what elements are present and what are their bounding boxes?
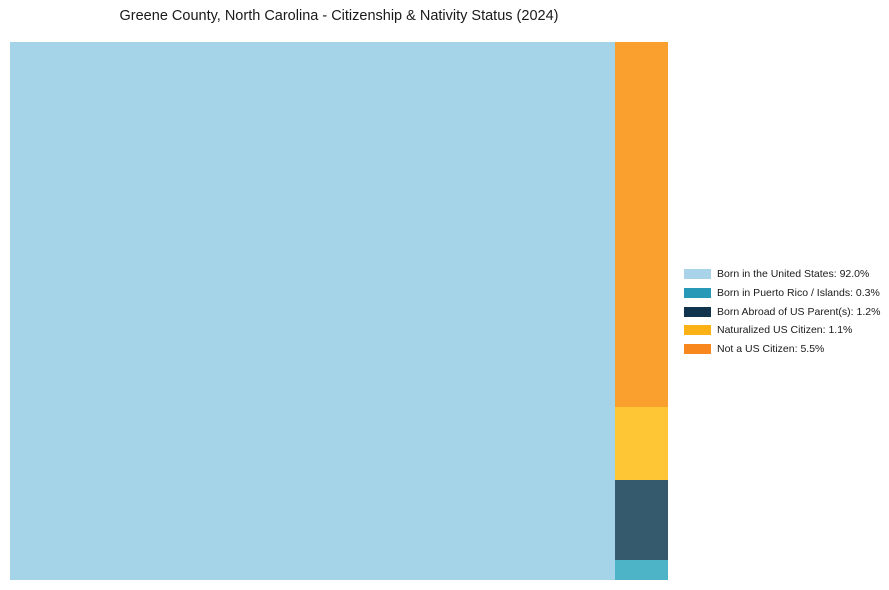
legend-item: Naturalized US Citizen: 1.1% (684, 321, 880, 340)
legend-swatch-naturalized-citizen (684, 325, 711, 336)
legend-swatch-born-abroad (684, 306, 711, 317)
legend-swatch-puerto-rico (684, 288, 711, 299)
legend-item: Born in Puerto Rico / Islands: 0.3% (684, 284, 880, 303)
treemap-tile-naturalized-citizen (614, 407, 668, 481)
legend-label: Not a US Citizen: 5.5% (717, 343, 825, 356)
treemap-tile-born-abroad (614, 480, 668, 561)
treemap (10, 42, 668, 580)
treemap-tile-puerto-rico (614, 560, 668, 580)
legend-item: Born Abroad of US Parent(s): 1.2% (684, 302, 880, 321)
legend-item: Born in the United States: 92.0% (684, 265, 880, 284)
legend: Born in the United States: 92.0% Born in… (684, 265, 880, 358)
legend-item: Not a US Citizen: 5.5% (684, 340, 880, 359)
legend-label: Born in Puerto Rico / Islands: 0.3% (717, 287, 880, 300)
legend-swatch-born-in-us (684, 269, 711, 280)
legend-swatch-not-us-citizen (684, 344, 711, 355)
legend-label: Born in the United States: 92.0% (717, 268, 870, 281)
treemap-tile-not-us-citizen (614, 42, 668, 408)
treemap-tile-born-in-us (10, 42, 615, 580)
legend-label: Naturalized US Citizen: 1.1% (717, 324, 853, 337)
chart-title: Greene County, North Carolina - Citizens… (119, 8, 559, 24)
legend-label: Born Abroad of US Parent(s): 1.2% (717, 305, 881, 318)
treemap-column (614, 42, 668, 580)
